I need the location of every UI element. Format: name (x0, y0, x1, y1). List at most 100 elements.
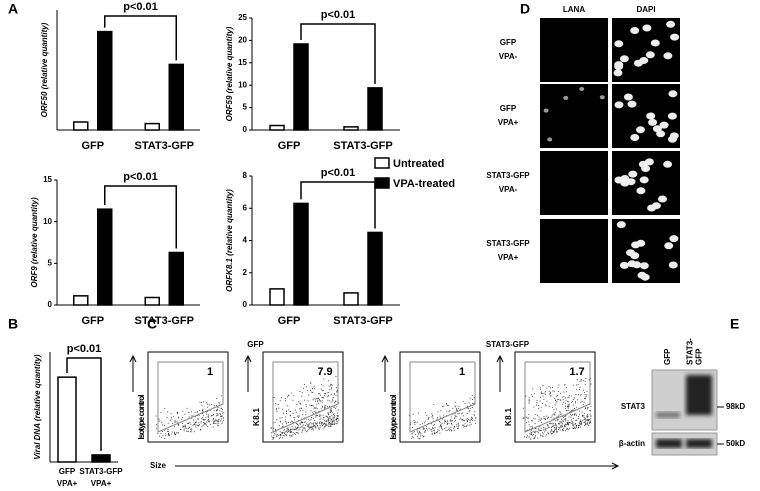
flow-dot (202, 415, 204, 417)
flow-dot (419, 432, 421, 434)
flow-dot (289, 434, 291, 436)
flow-dot (447, 423, 449, 424)
flow-dot (461, 424, 463, 426)
flow-dot (320, 415, 322, 417)
flow-dot (324, 424, 326, 426)
flow-dot (327, 392, 329, 393)
flow-dot (540, 410, 542, 412)
flow-dot (285, 431, 287, 433)
row-label: VPA+ (498, 118, 519, 127)
flow-dot (279, 431, 281, 433)
bar (269, 124, 285, 131)
flow-dot (444, 419, 446, 421)
flow-dot (307, 425, 308, 427)
flow-dot (167, 430, 168, 432)
flow-dot (528, 399, 530, 401)
flow-dot (540, 430, 542, 431)
flow-dot (464, 403, 466, 404)
flow-dot (528, 424, 530, 426)
flow-dot (310, 410, 312, 412)
flow-dot (469, 421, 471, 423)
flow-dot (584, 397, 586, 399)
flow-dot (469, 397, 471, 399)
flow-dot (565, 417, 567, 419)
flow-dot (306, 431, 308, 433)
flow-dot (220, 408, 222, 410)
flow-dot (200, 421, 202, 423)
flow-dot (528, 428, 530, 430)
flow-dot (303, 424, 305, 426)
flow-dot (532, 434, 534, 435)
flow-dot (433, 433, 435, 435)
flow-dot (331, 385, 333, 387)
flow-dot (570, 395, 572, 397)
flow-dot (458, 405, 460, 407)
flow-dot (283, 435, 285, 437)
flow-dot (323, 396, 325, 398)
flow-dot (311, 391, 313, 393)
flow-dot (295, 432, 297, 433)
flow-dot (334, 393, 336, 395)
flow-dot (330, 422, 332, 424)
flow-dot (176, 421, 178, 423)
flow-dot (216, 424, 218, 426)
nucleus (616, 221, 626, 229)
flow-dot (470, 416, 472, 418)
flow-dot (305, 421, 307, 423)
flow-dot (294, 419, 295, 421)
flow-title: STAT3-GFP (486, 340, 530, 349)
flow-dot (330, 383, 332, 385)
x-tick-label: STAT3-GFP (135, 140, 194, 152)
panel-label: D (520, 1, 530, 17)
flow-dot (565, 420, 566, 422)
flow-dot (215, 420, 217, 422)
flow-dot (475, 417, 477, 419)
flow-dot (463, 419, 465, 421)
flow-dot (566, 428, 568, 430)
flow-dot (549, 431, 551, 433)
flow-dot (186, 427, 188, 429)
flow-dot (468, 408, 469, 410)
flow-dot (206, 411, 208, 413)
flow-dot (581, 421, 583, 423)
flow-dot (205, 402, 207, 404)
flow-dot (279, 421, 281, 423)
flow-dot (565, 408, 567, 409)
flow-dot (457, 423, 459, 425)
nucleus (614, 101, 624, 109)
flow-dot (294, 409, 296, 411)
flow-dot (199, 401, 201, 403)
flow-dot (330, 411, 332, 413)
flow-dot (336, 422, 338, 424)
nucleus (636, 126, 645, 134)
flow-dot (576, 379, 578, 381)
flow-dot (572, 425, 574, 427)
flow-dot (162, 435, 164, 437)
flow-dot (184, 427, 186, 429)
flow-dot (292, 413, 294, 415)
flow-dot (290, 434, 292, 436)
flow-dot (317, 422, 318, 424)
y-tick-label: 5 (48, 258, 53, 267)
flow-dot (450, 420, 452, 422)
flow-dot (213, 405, 215, 407)
flow-plot (399, 351, 481, 443)
flow-dot (583, 413, 585, 414)
flow-dot (568, 424, 570, 426)
flow-dot (561, 403, 563, 405)
flow-dot (313, 426, 315, 428)
flow-dot (422, 427, 424, 429)
flow-dot (312, 399, 314, 401)
flow-dot (285, 421, 287, 423)
flow-dot (202, 417, 204, 419)
flow-y-label: K8.1 (504, 407, 513, 426)
flow-dot (194, 423, 196, 425)
flow-dot (457, 422, 459, 424)
flow-plot (262, 351, 344, 443)
flow-dot (289, 431, 291, 433)
flow-dot (578, 394, 579, 396)
nucleus (639, 176, 649, 184)
flow-dot (414, 421, 416, 423)
flow-dot (441, 423, 443, 425)
flow-plot (514, 351, 596, 443)
